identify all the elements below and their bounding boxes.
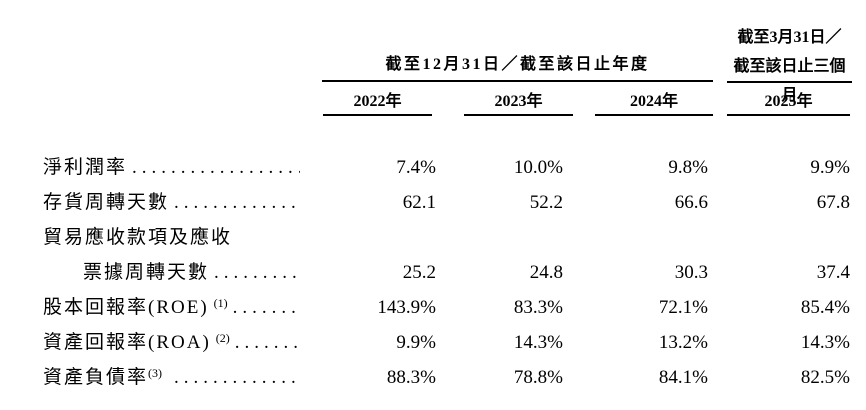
metric-value: 62.1 — [402, 192, 436, 213]
table-row-return-on-assets: 資產回報率(ROA) (2) .........................… — [43, 325, 850, 360]
row-label: 資產負債率 — [43, 367, 149, 388]
footnote-ref-1: (1) — [213, 296, 228, 310]
metric-value: 14.3% — [513, 332, 563, 353]
footnote-ref-3: (3) — [148, 366, 163, 380]
metric-value: 67.8 — [816, 192, 850, 213]
metric-value: 143.9% — [377, 297, 436, 318]
table-row-notes-turnover-days: 票據周轉天數 .................................… — [43, 255, 850, 290]
row-label: 存貨周轉天數 — [43, 192, 170, 213]
table-row-gearing-ratio: 資產負債率 (3) ..............................… — [43, 360, 850, 395]
metric-value: 9.9% — [396, 332, 436, 353]
dot-leader: ........................................… — [174, 192, 300, 213]
metric-value: 10.0% — [513, 157, 563, 178]
year-column-header-2023: 2023年 — [464, 89, 573, 116]
column-group-quarter-line2: 截至該日止三個月 — [733, 58, 846, 104]
row-label-cell: 資產負債率 (3) ..............................… — [43, 360, 300, 395]
row-label-cell: 存貨周轉天數 .................................… — [43, 185, 300, 220]
year-column-header-2022: 2022年 — [323, 89, 432, 116]
dot-leader: ........................................… — [214, 262, 300, 283]
dot-leader: ........................................… — [174, 367, 300, 388]
row-label: 淨利潤率 — [43, 157, 128, 178]
metric-value: 25.2 — [402, 262, 436, 283]
metric-value: 88.3% — [386, 367, 436, 388]
year-column-header-2025: 2025年 — [727, 89, 850, 116]
year-column-header-2024: 2024年 — [595, 89, 713, 116]
metric-value: 72.1% — [658, 297, 708, 318]
table-body: 淨利潤率 ...................................… — [43, 150, 850, 395]
column-group-annual: 截至12月31日／截至該日止年度 — [322, 50, 713, 82]
metric-value: 82.5% — [800, 367, 850, 388]
row-label-cell: 貿易應收款項及應收 ..............................… — [43, 220, 300, 255]
dot-leader: ........................................… — [232, 297, 300, 318]
table-row-return-on-equity: 股本回報率(ROE) (1) .........................… — [43, 290, 850, 325]
metric-value: 7.4% — [396, 157, 436, 178]
metric-value: 85.4% — [800, 297, 850, 318]
row-label-cell: 股本回報率(ROE) (1) .........................… — [43, 290, 300, 325]
metric-value: 37.4 — [816, 262, 850, 283]
metric-value: 9.9% — [810, 157, 850, 178]
table-row-trade-receivables-wrap-line: 貿易應收款項及應收 ..............................… — [43, 220, 850, 255]
metric-value — [708, 220, 850, 255]
row-label: 貿易應收款項及應收 — [43, 227, 233, 248]
table-row-net-profit-margin: 淨利潤率 ...................................… — [43, 150, 850, 185]
row-label-cell: 淨利潤率 ...................................… — [43, 150, 300, 185]
metric-value: 24.8 — [529, 262, 563, 283]
metric-value: 52.2 — [529, 192, 563, 213]
metric-value: 30.3 — [674, 262, 708, 283]
dot-leader: ........................................… — [234, 332, 300, 353]
table-row-inventory-turnover-days: 存貨周轉天數 .................................… — [43, 185, 850, 220]
metric-value: 83.3% — [513, 297, 563, 318]
row-label: 股本回報率(ROE) — [43, 297, 209, 318]
dot-leader: ........................................… — [132, 157, 300, 178]
metric-value: 78.8% — [513, 367, 563, 388]
row-label-cell: 資產回報率(ROA) (2) .........................… — [43, 325, 300, 360]
row-label-cell: 票據周轉天數 .................................… — [43, 255, 300, 290]
footnote-ref-2: (2) — [215, 331, 230, 345]
metric-value — [436, 220, 563, 255]
metric-value: 14.3% — [800, 332, 850, 353]
metric-value: 13.2% — [658, 332, 708, 353]
column-group-quarter: 截至3月31日／ 截至該日止三個月 — [727, 23, 852, 104]
metric-value — [563, 220, 708, 255]
metric-value: 9.8% — [668, 157, 708, 178]
metric-value — [300, 220, 436, 255]
metric-value: 66.6 — [674, 192, 708, 213]
row-label: 票據周轉天數 — [83, 262, 210, 283]
metric-value: 84.1% — [658, 367, 708, 388]
column-group-quarter-line1: 截至3月31日／ — [737, 29, 842, 46]
row-label: 資產回報率(ROA) — [43, 332, 211, 353]
